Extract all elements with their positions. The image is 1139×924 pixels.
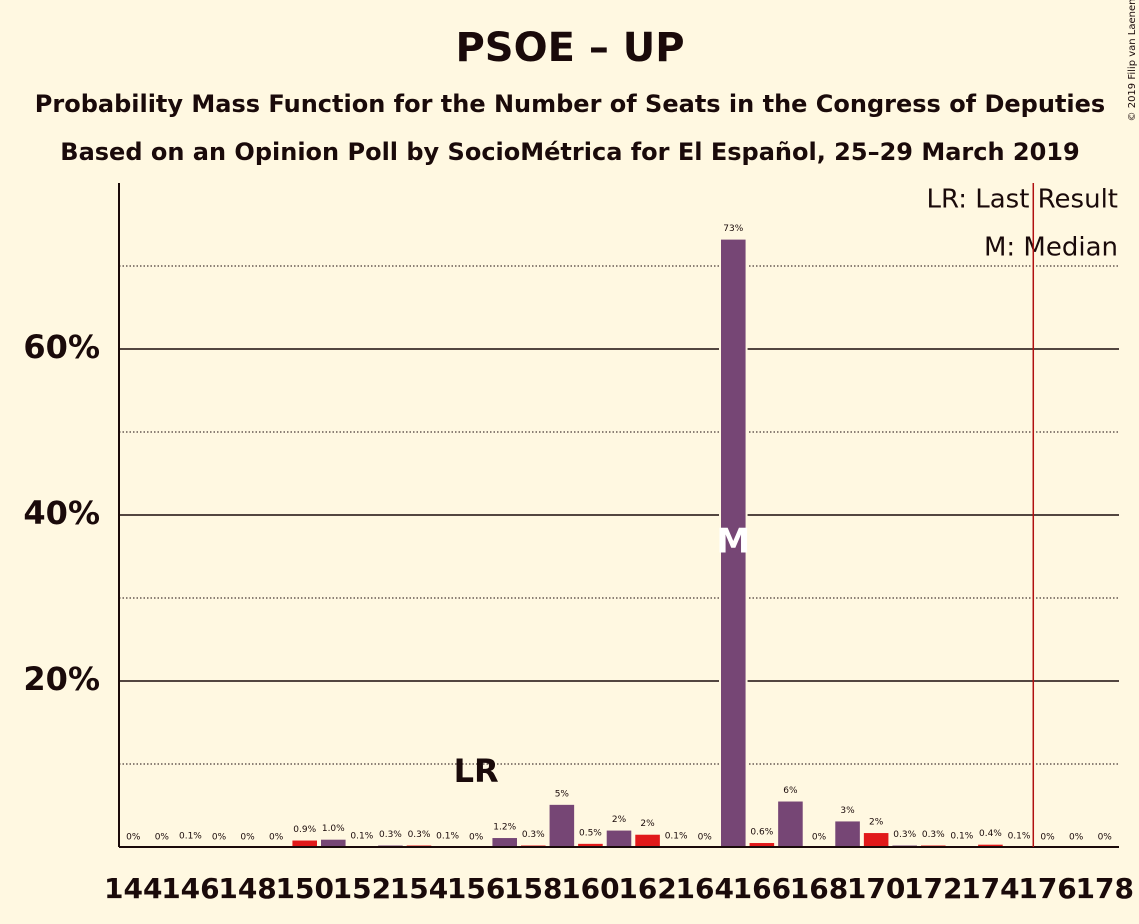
legend-entry: M: Median xyxy=(984,233,1118,263)
value-label: 2% xyxy=(612,815,627,825)
value-label: 0.4% xyxy=(979,829,1002,839)
x-tick-label: 148 xyxy=(218,872,276,905)
value-label: 0% xyxy=(212,833,227,843)
x-tick-label: 154 xyxy=(390,872,448,905)
bar xyxy=(604,828,634,849)
value-label: 6% xyxy=(783,786,798,796)
x-tick-label: 168 xyxy=(790,872,848,905)
value-label: 0% xyxy=(698,833,713,843)
value-label: 0% xyxy=(812,833,827,843)
value-label: 0.3% xyxy=(522,830,545,840)
bar xyxy=(490,836,519,848)
value-label: 0.6% xyxy=(750,828,773,838)
value-label: 0% xyxy=(126,833,141,843)
value-label: 0.3% xyxy=(408,830,431,840)
value-label: 2% xyxy=(640,819,655,829)
bar xyxy=(833,819,862,849)
value-label: 2% xyxy=(869,818,884,828)
bar xyxy=(861,831,891,848)
x-tick-label: 164 xyxy=(675,872,733,905)
value-label: 73% xyxy=(723,224,743,234)
value-label: 0.1% xyxy=(350,832,373,842)
y-tick-label: 20% xyxy=(23,660,100,698)
y-tick-label: 60% xyxy=(23,328,100,366)
value-label: 5% xyxy=(555,789,570,799)
value-label: 0.9% xyxy=(293,825,316,835)
x-tick-label: 162 xyxy=(618,872,676,905)
x-tick-label: 158 xyxy=(504,872,562,905)
bar xyxy=(776,799,805,849)
value-label: 0.3% xyxy=(922,830,945,840)
x-tick-label: 160 xyxy=(561,872,619,905)
x-tick-label: 144 xyxy=(104,872,162,905)
value-label: 0% xyxy=(469,833,484,843)
last-result-marker: LR xyxy=(454,752,499,790)
value-label: 0.3% xyxy=(893,830,916,840)
value-label: 0.3% xyxy=(379,830,402,840)
bar xyxy=(633,832,662,848)
value-label: 0.1% xyxy=(179,832,202,842)
y-tick-label: 40% xyxy=(23,494,100,532)
value-label: 0.1% xyxy=(665,832,688,842)
x-tick-label: 166 xyxy=(733,872,791,905)
value-label: 0% xyxy=(240,833,255,843)
chart-subtitle: Based on an Opinion Poll by SocioMétrica… xyxy=(60,138,1079,166)
value-label: 0% xyxy=(1098,833,1113,843)
value-label: 1.0% xyxy=(322,824,345,834)
x-tick-label: 170 xyxy=(847,872,905,905)
value-label: 0% xyxy=(269,833,284,843)
value-label: 0.5% xyxy=(579,828,602,838)
x-tick-label: 178 xyxy=(1075,872,1133,905)
x-tick-label: 152 xyxy=(333,872,391,905)
x-tick-label: 176 xyxy=(1018,872,1076,905)
credit: © 2019 Filip van Laenen xyxy=(1127,0,1138,121)
x-tick-label: 174 xyxy=(961,872,1019,905)
value-label: 0.1% xyxy=(436,832,459,842)
value-label: 0% xyxy=(1040,833,1055,843)
chart-title: PSOE – UP xyxy=(455,25,684,71)
value-label: 1.2% xyxy=(493,823,516,833)
bar xyxy=(290,838,319,849)
bar xyxy=(319,837,348,849)
x-tick-label: 156 xyxy=(447,872,505,905)
median-marker: M xyxy=(716,521,750,561)
x-tick-label: 172 xyxy=(904,872,962,905)
x-tick-label: 150 xyxy=(275,872,333,905)
bar xyxy=(547,802,577,849)
legend-entry: LR: Last Result xyxy=(926,185,1118,215)
value-label: 0% xyxy=(155,833,170,843)
value-label: 0% xyxy=(1069,833,1084,843)
value-label: 3% xyxy=(840,806,855,816)
value-label: 0.1% xyxy=(950,832,973,842)
value-label: 0.1% xyxy=(1008,832,1031,842)
x-tick-label: 146 xyxy=(161,872,219,905)
chart-subtitle: Probability Mass Function for the Number… xyxy=(35,90,1105,118)
